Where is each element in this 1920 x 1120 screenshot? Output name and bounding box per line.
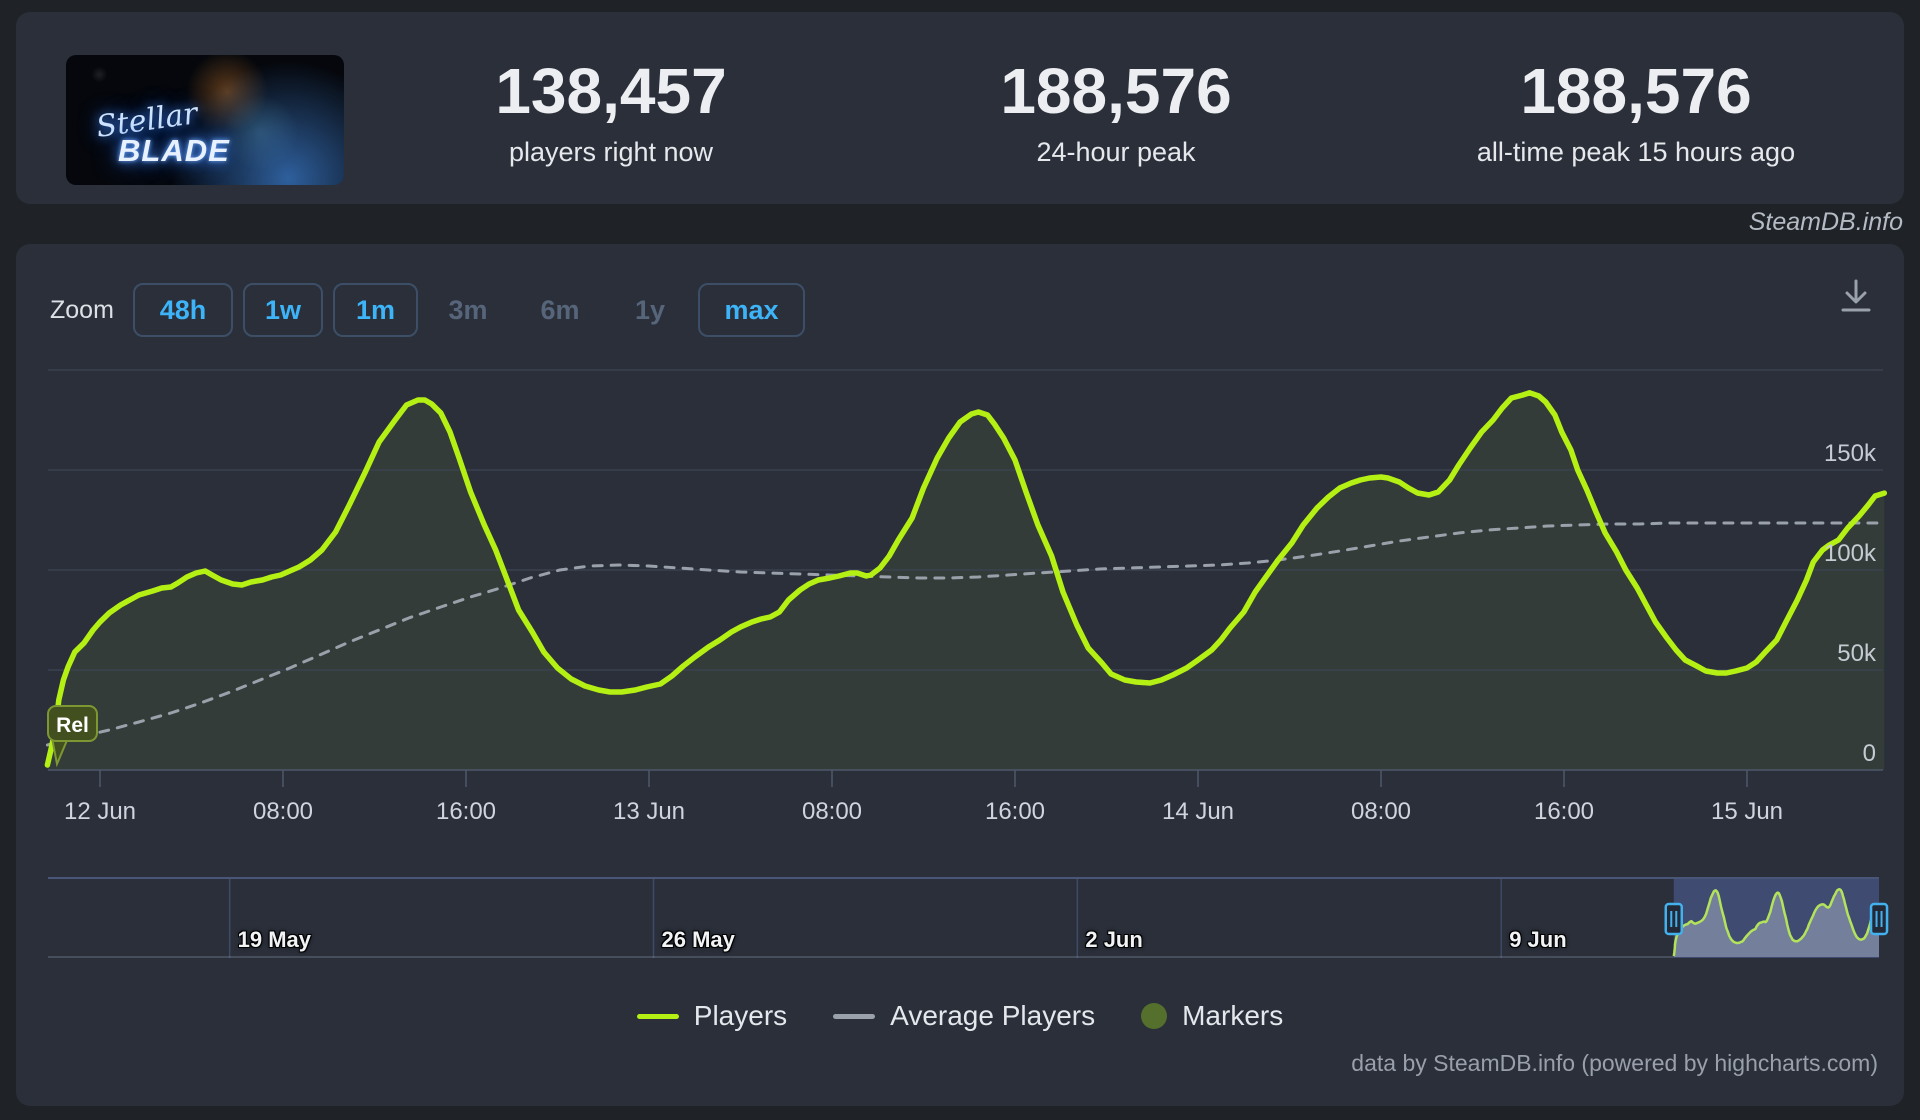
x-axis-label: 12 Jun [63,798,137,825]
legend-average-players-label: Average Players [890,1000,1096,1031]
y-axis-label: 100k [1823,540,1876,567]
zoom-3m-button: 3m [432,283,504,337]
header-card: Stellar BLADE 138,457 players right now … [16,12,1904,204]
chart-legend: Players Average Players Markers [16,997,1904,1035]
zoom-1y-button: 1y [614,283,686,337]
x-axis-label: 14 Jun [1161,798,1235,825]
legend-players-label: Players [693,1000,788,1031]
y-axis-label: 150k [1823,440,1876,467]
stat-alltime-peak: 188,576 all-time peak 15 hours ago [1436,55,1836,168]
game-capsule-image[interactable]: Stellar BLADE [66,55,344,185]
x-axis-label: 16:00 [1533,798,1595,825]
stat-current-players: 138,457 players right now [411,55,811,168]
chart-card [16,244,1904,1106]
average-players-line-swatch [833,1013,876,1019]
alltime-peak-label: all-time peak 15 hours ago [1476,137,1796,168]
navigator-date-label: 26 May [661,927,735,952]
steamdb-watermark: SteamDB.info [1748,208,1903,236]
zoom-label: Zoom [50,296,114,324]
stat-24h-peak: 188,576 24-hour peak [916,55,1316,168]
legend-item-average-players[interactable]: Average Players [833,1000,1095,1032]
x-axis-label: 08:00 [801,798,863,825]
download-icon [1841,279,1871,312]
x-axis-label: 16:00 [435,798,497,825]
legend-item-players[interactable]: Players [636,1000,788,1032]
download-button[interactable] [1833,273,1879,319]
legend-item-markers[interactable]: Markers [1141,1000,1283,1032]
legend-markers-label: Markers [1182,1000,1284,1031]
zoom-48h-button[interactable]: 48h [133,283,233,337]
chart-credits: data by SteamDB.info (powered by highcha… [1351,1050,1878,1076]
peak-24h-label: 24-hour peak [1036,137,1196,168]
zoom-1m-button[interactable]: 1m [333,283,418,337]
x-axis-label: 08:00 [1350,798,1412,825]
y-axis-label: 0 [1862,740,1876,767]
y-axis-label: 50k [1837,640,1876,667]
current-players-label: players right now [508,137,714,168]
markers-circle-swatch [1141,1003,1168,1029]
alltime-peak-value: 188,576 [1520,55,1752,127]
players-line-swatch [636,1013,679,1019]
current-players-value: 138,457 [495,55,727,127]
zoom-1w-button[interactable]: 1w [243,283,323,337]
navigator-date-label: 2 Jun [1085,927,1143,952]
game-logo-text: BLADE [118,133,230,168]
zoom-6m-button: 6m [524,283,596,337]
peak-24h-value: 188,576 [1000,55,1232,127]
x-axis-label: 15 Jun [1710,798,1784,825]
navigator-date-label: 9 Jun [1509,927,1567,952]
x-axis-label: 13 Jun [612,798,686,825]
x-axis-label: 16:00 [984,798,1046,825]
zoom-max-button[interactable]: max [698,283,805,337]
navigator-date-label: 19 May [237,927,312,952]
x-axis-label: 08:00 [252,798,314,825]
